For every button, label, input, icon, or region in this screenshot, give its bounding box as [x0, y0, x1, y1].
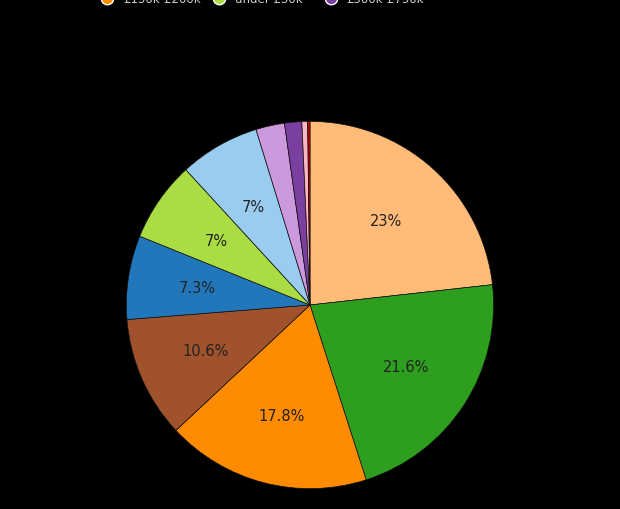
Wedge shape	[176, 305, 366, 489]
Wedge shape	[302, 122, 310, 305]
Text: 23%: 23%	[370, 213, 402, 228]
Text: 7%: 7%	[242, 200, 265, 214]
Wedge shape	[285, 122, 310, 305]
Wedge shape	[186, 130, 310, 305]
Legend: £100k-£150k, £50k-£100k, £150k-£200k, £200k-£250k, £300k-£400k, under £50k, £250: £100k-£150k, £50k-£100k, £150k-£200k, £2…	[92, 0, 528, 9]
Wedge shape	[126, 237, 310, 320]
Text: 21.6%: 21.6%	[383, 360, 429, 375]
Wedge shape	[310, 285, 494, 480]
Text: 10.6%: 10.6%	[183, 344, 229, 359]
Wedge shape	[140, 171, 310, 305]
Wedge shape	[308, 122, 310, 305]
Wedge shape	[127, 305, 310, 431]
Wedge shape	[310, 122, 492, 305]
Text: 17.8%: 17.8%	[258, 408, 304, 423]
Wedge shape	[256, 124, 310, 305]
Text: 7%: 7%	[205, 233, 228, 248]
Text: 7.3%: 7.3%	[179, 280, 216, 296]
